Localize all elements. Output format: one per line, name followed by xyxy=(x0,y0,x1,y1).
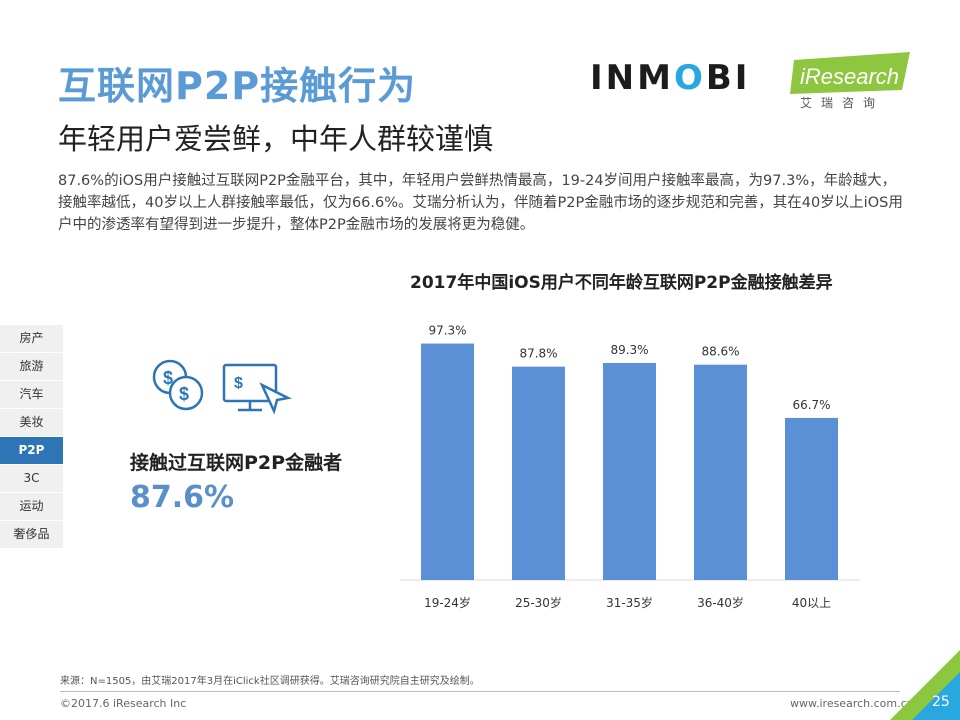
bar-chart: 97.3% 19-24岁 87.8% 25-30岁 89.3% 31-35岁 88.6% 36… xyxy=(400,324,860,610)
copyright: ©2017.6 iResearch Inc xyxy=(60,697,187,710)
page-number: 25 xyxy=(932,694,950,710)
bar-4 xyxy=(785,417,838,580)
sidenav-item-luxury[interactable]: 奢侈品 xyxy=(0,521,63,549)
bar-1 xyxy=(512,366,565,580)
x-tick-label-3: 36-40岁 xyxy=(697,595,744,610)
inmobi-logo: INMOBI xyxy=(590,58,751,98)
page-title: 互联网P2P接触行为 xyxy=(58,64,417,108)
footer-divider xyxy=(60,691,900,692)
bar-2 xyxy=(603,363,656,580)
sidenav-item-sports[interactable]: 运动 xyxy=(0,493,63,521)
sidenav-item-travel[interactable]: 旅游 xyxy=(0,353,63,381)
website-link[interactable]: www.iresearch.com.cn xyxy=(790,697,914,710)
data-label-2: 89.3% xyxy=(610,343,648,357)
svg-text:$: $ xyxy=(234,375,243,392)
chart-title: 2017年中国iOS用户不同年龄互联网P2P金融接触差异 xyxy=(410,273,833,293)
x-tick-label-4: 40以上 xyxy=(792,596,831,610)
iresearch-cn-logo: 艾瑞咨询 xyxy=(800,96,885,110)
sidenav-item-realestate[interactable]: 房产 xyxy=(0,325,63,353)
dollar-coins-icon: $ $ xyxy=(152,359,204,411)
svg-text:$: $ xyxy=(163,368,173,388)
page-description: 87.6%的iOS用户接触过互联网P2P金融平台，其中，年轻用户尝鲜热情最高，1… xyxy=(58,173,903,233)
x-tick-label-1: 25-30岁 xyxy=(515,595,562,610)
side-navigation: 房产 旅游 汽车 美妆 P2P 3C 运动 奢侈品 xyxy=(0,325,63,549)
sidenav-item-beauty[interactable]: 美妆 xyxy=(0,409,63,437)
data-label-1: 87.8% xyxy=(519,347,557,361)
svg-text:iResearch: iResearch xyxy=(800,64,899,89)
sidenav-item-3c[interactable]: 3C xyxy=(0,465,63,493)
kpi-label: 接触过互联网P2P金融者 xyxy=(130,452,343,474)
x-tick-label-2: 31-35岁 xyxy=(606,595,653,610)
monitor-dollar-cursor-icon: $ xyxy=(222,363,292,415)
data-label-4: 66.7% xyxy=(792,398,830,412)
corner-decoration xyxy=(890,650,960,720)
kpi-icons: $ $ $ xyxy=(150,355,300,421)
data-label-3: 88.6% xyxy=(701,345,739,359)
iresearch-logo: iResearch xyxy=(790,52,910,94)
data-label-0: 97.3% xyxy=(428,324,466,338)
source-note: 来源：N=1505，由艾瑞2017年3月在iClick社区调研获得。艾瑞咨询研究… xyxy=(60,676,480,687)
sidenav-item-p2p[interactable]: P2P xyxy=(0,437,63,465)
x-tick-label-0: 19-24岁 xyxy=(424,595,471,610)
kpi-value: 87.6% xyxy=(130,480,235,515)
bar-3 xyxy=(694,364,747,580)
svg-text:$: $ xyxy=(179,384,189,404)
bar-0 xyxy=(421,343,474,580)
sidenav-item-auto[interactable]: 汽车 xyxy=(0,381,63,409)
page-subtitle: 年轻用户爱尝鲜，中年人群较谨慎 xyxy=(58,122,494,156)
